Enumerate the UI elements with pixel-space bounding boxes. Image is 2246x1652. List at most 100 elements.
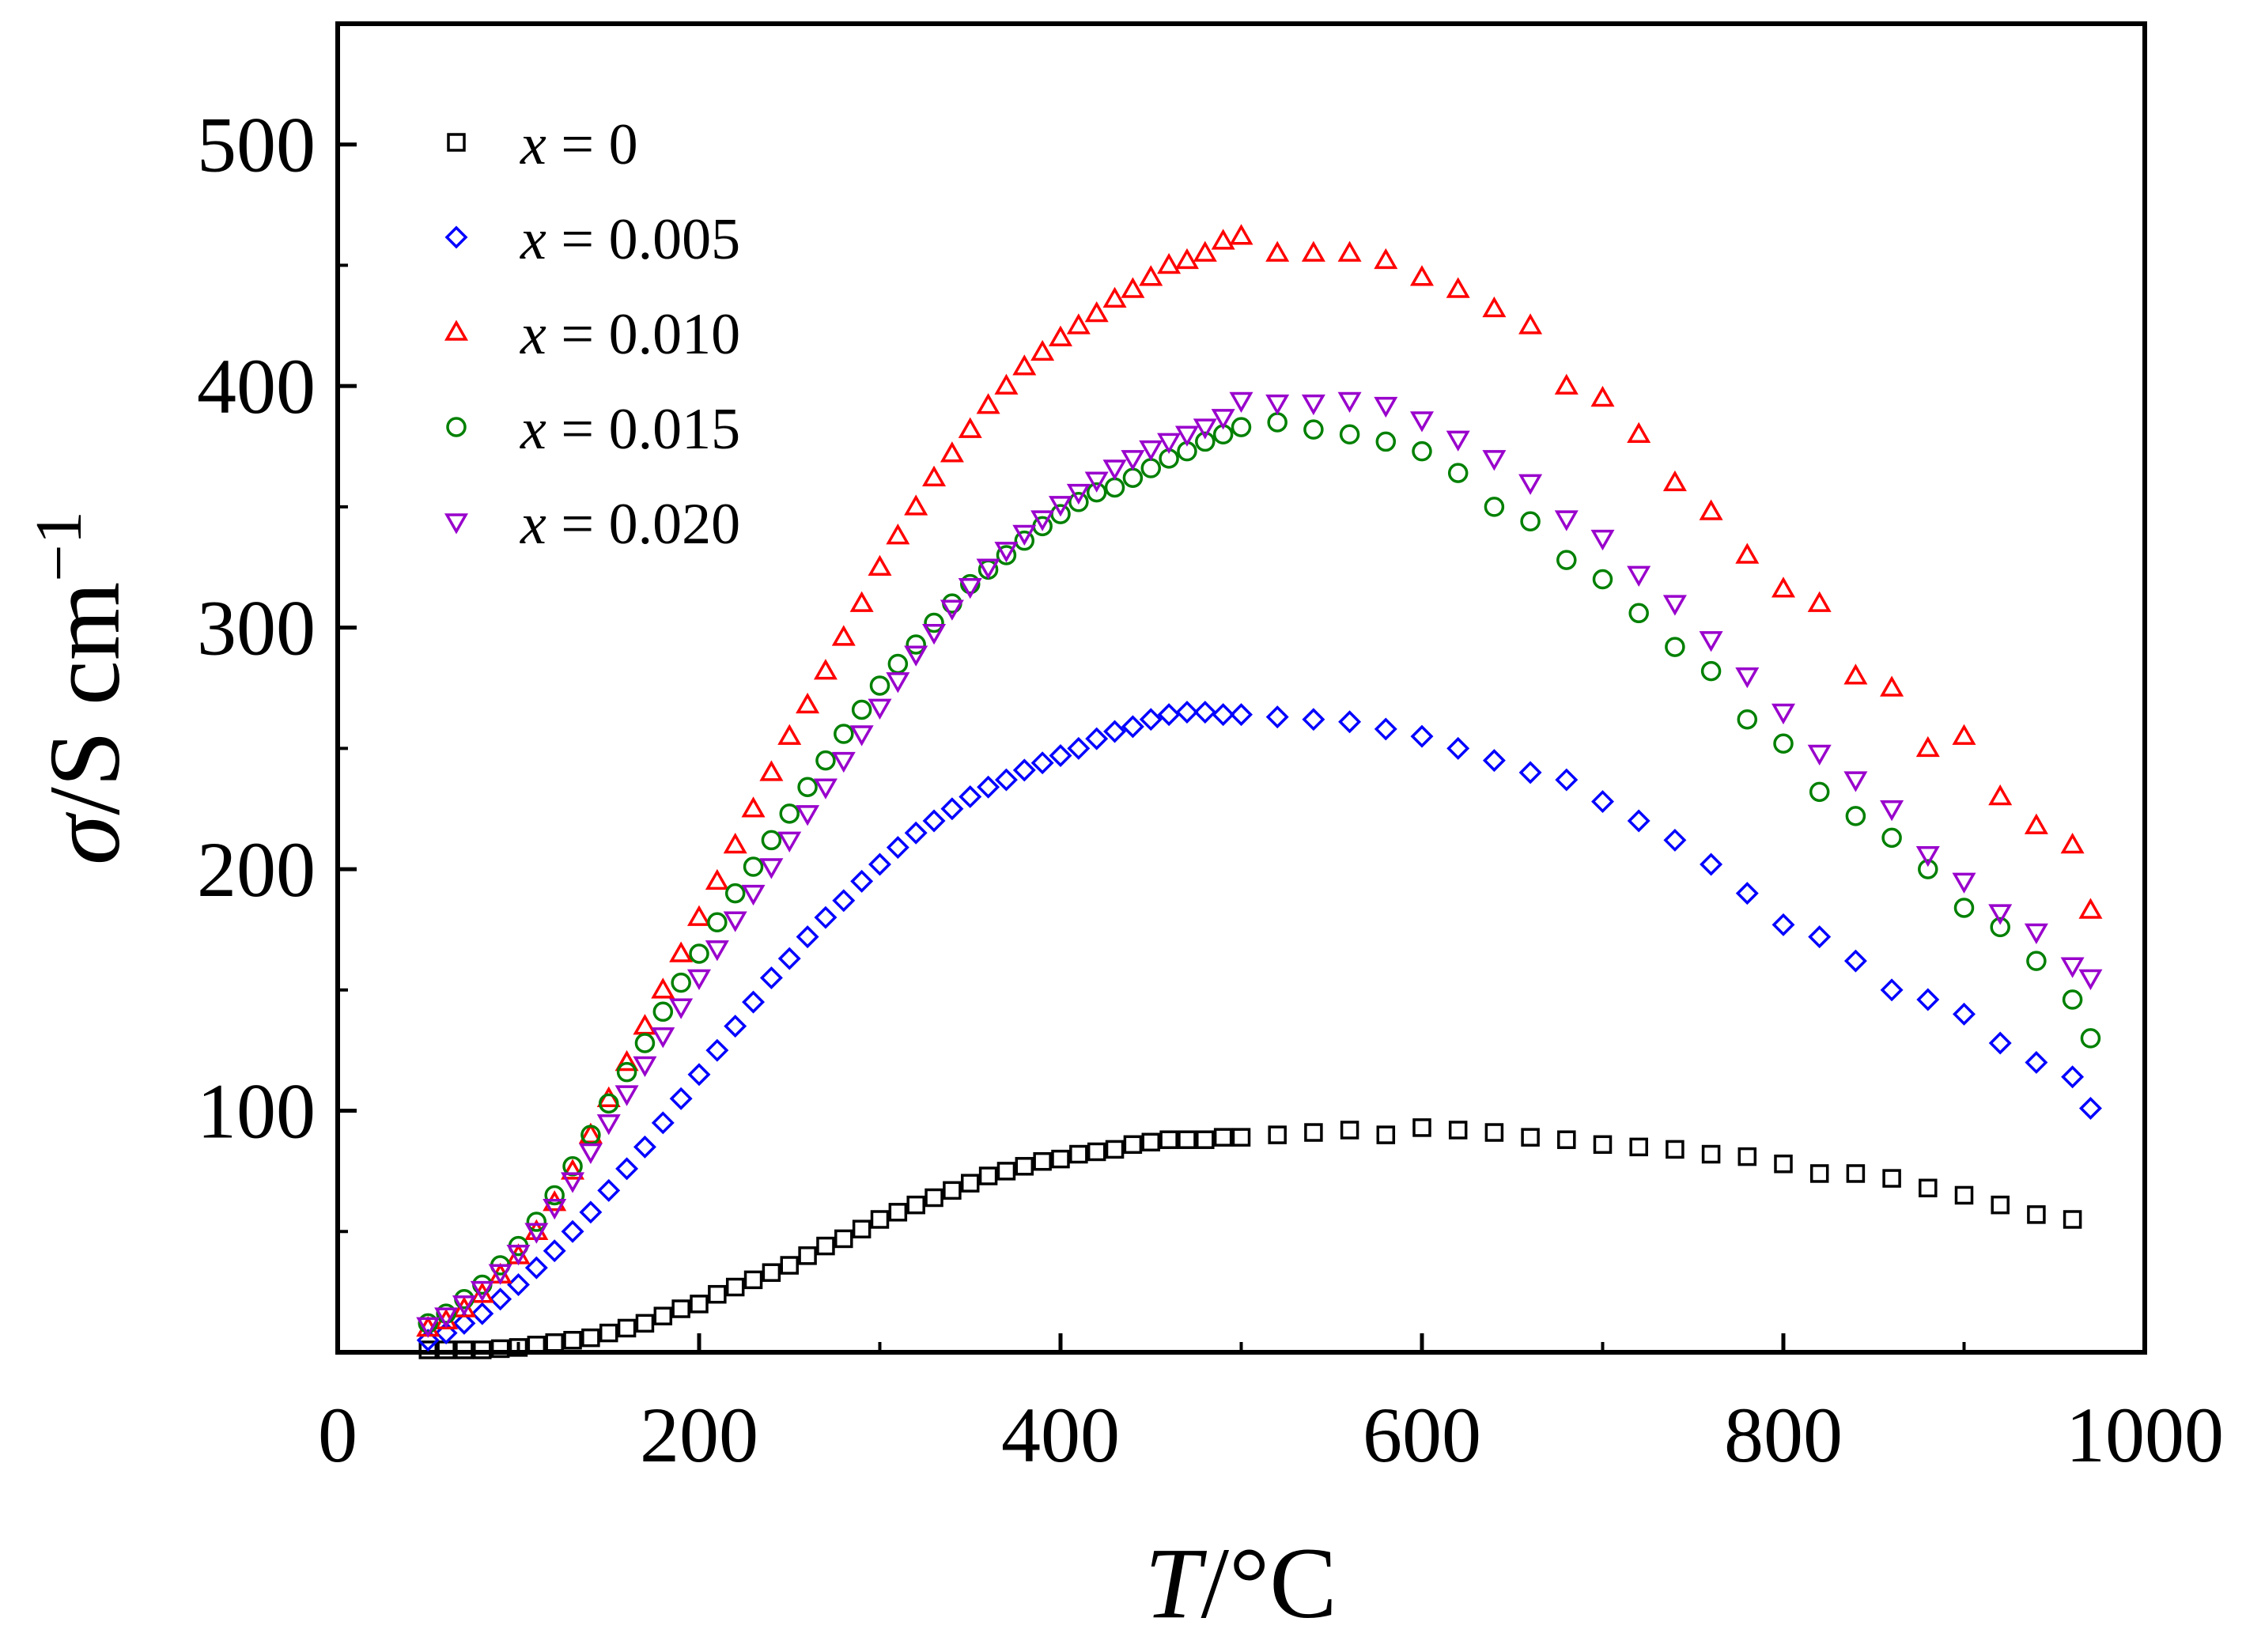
data-point: [1157, 433, 1182, 454]
legend-marker: [446, 417, 467, 437]
data-point: [2078, 898, 2103, 919]
data-point: [455, 1340, 474, 1359]
data-point: [1409, 265, 1435, 286]
data-point: [1556, 550, 1577, 570]
data-point: [1771, 913, 1795, 936]
data-point: [922, 623, 947, 645]
data-point: [906, 1195, 925, 1215]
data-point: [940, 599, 964, 621]
data-point: [1557, 1130, 1576, 1149]
data-point: [669, 998, 694, 1019]
data-point: [1374, 248, 1398, 270]
data-point: [1123, 1135, 1143, 1155]
data-point: [1518, 474, 1543, 495]
data-point: [615, 1157, 639, 1181]
data-point: [886, 524, 910, 545]
data-point: [1157, 252, 1182, 274]
data-point: [1410, 724, 1434, 748]
data-point: [1087, 1142, 1106, 1162]
data-point: [959, 784, 982, 808]
data-point: [1084, 471, 1109, 493]
data-point: [1952, 724, 1976, 745]
data-point: [724, 883, 746, 904]
data-point: [1033, 1151, 1052, 1171]
legend: x = 0 x = 0.005 x = 0.010 x = 0.015 x = 0.02…: [444, 112, 740, 557]
data-point: [634, 1033, 656, 1053]
data-point: [725, 1277, 745, 1297]
data-point: [635, 1314, 655, 1333]
data-point: [723, 833, 747, 854]
data-point: [686, 905, 712, 926]
data-point: [1592, 569, 1613, 590]
data-point: [616, 1061, 637, 1083]
x-tick-label: 200: [640, 1391, 758, 1479]
data-point: [870, 1210, 890, 1229]
data-point: [852, 1219, 872, 1238]
data-point: [815, 750, 836, 771]
data-point: [1174, 425, 1199, 447]
data-point: [832, 889, 856, 913]
data-point: [1337, 240, 1362, 262]
data-point: [1735, 882, 1759, 905]
data-point: [1808, 925, 1832, 949]
data-point: [1030, 339, 1055, 361]
data-point: [1918, 859, 1938, 879]
data-point: [831, 751, 856, 773]
series-2: [416, 224, 2103, 1337]
data-point: [1229, 391, 1253, 414]
data-point: [1105, 1140, 1125, 1159]
data-point: [1518, 761, 1542, 784]
data-point: [759, 966, 783, 990]
data-point: [614, 1049, 639, 1072]
data-point: [1014, 530, 1035, 551]
data-point: [543, 1198, 567, 1220]
data-point: [599, 1093, 619, 1114]
data-point: [849, 591, 874, 612]
data-point: [1735, 542, 1760, 564]
x-tick-label: 1000: [2066, 1391, 2224, 1479]
data-point: [671, 1299, 690, 1318]
data-point: [743, 856, 764, 877]
data-point: [1627, 565, 1651, 587]
series-4: [416, 391, 2103, 1338]
data-point: [1482, 450, 1507, 471]
data-point: [708, 1284, 727, 1304]
data-point: [922, 809, 946, 833]
data-point: [1916, 988, 1940, 1011]
data-point: [759, 858, 784, 879]
data-point: [924, 1188, 943, 1208]
data-point: [2080, 1028, 2101, 1049]
data-point: [1520, 511, 1541, 531]
data-point: [1700, 660, 1722, 682]
data-point: [940, 441, 964, 463]
data-point: [1012, 758, 1036, 782]
data-point: [958, 577, 982, 599]
data-point: [1699, 499, 1723, 520]
data-point: [1915, 735, 1940, 758]
data-point: [524, 1256, 548, 1280]
data-point: [2026, 951, 2047, 971]
data-point: [633, 1014, 657, 1035]
x-tick-labels: 0 200 400 600 800 1000: [318, 1391, 2224, 1479]
data-point: [1339, 424, 1360, 445]
data-point: [1953, 1002, 1976, 1026]
data-point: [1554, 510, 1579, 531]
data-point: [886, 836, 909, 860]
data-point: [1952, 872, 1976, 894]
data-point: [452, 1295, 476, 1317]
data-point: [994, 373, 1019, 395]
data-point: [888, 1203, 908, 1222]
data-point: [689, 943, 709, 964]
data-point: [1990, 917, 2010, 938]
data-point: [1518, 313, 1543, 335]
data-point: [1302, 708, 1325, 731]
data-point: [651, 977, 675, 999]
series-0: [418, 1118, 2082, 1359]
data-point: [561, 1159, 585, 1180]
data-point: [1700, 852, 1723, 876]
data-point: [1301, 240, 1325, 262]
data-point: [561, 1219, 584, 1243]
data-point: [723, 911, 747, 932]
data-point: [527, 1336, 546, 1355]
data-point: [1193, 701, 1217, 724]
